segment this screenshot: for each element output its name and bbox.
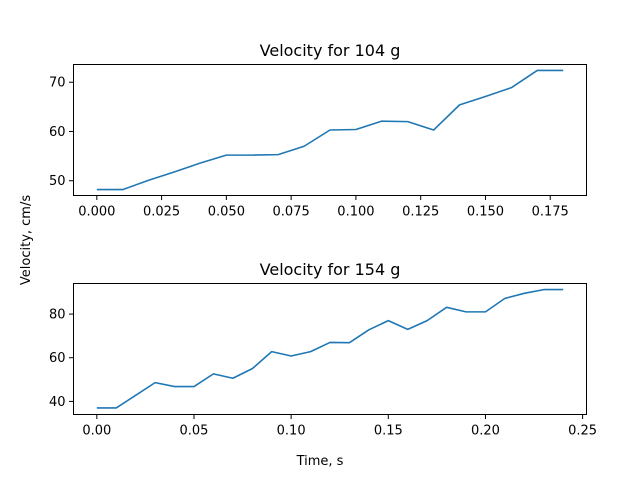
x-tick-label-104g: 0.075 — [273, 205, 310, 220]
subplot-104g: Velocity for 104 g 0.000 0.025 0.050 0.075 0… — [49, 41, 587, 220]
x-tick-label-154g: 0.15 — [374, 424, 403, 439]
subplot-154g: Velocity for 154 g 0.00 0.05 0.10 0.15 0.20 0… — [49, 260, 597, 439]
x-tick-label-154g: 0.10 — [277, 424, 306, 439]
x-tick-label-104g: 0.150 — [467, 205, 504, 220]
x-tick-label-104g: 0.100 — [337, 205, 374, 220]
y-tick-label-154g: 40 — [49, 395, 66, 410]
y-tick-label-104g: 50 — [49, 174, 66, 189]
x-tick-label-154g: 0.05 — [180, 424, 209, 439]
shared-x-axis-label: Time, s — [296, 454, 344, 469]
x-tick-label-104g: 0.000 — [78, 205, 115, 220]
x-tick-label-154g: 0.20 — [471, 424, 500, 439]
axes-frame-154g — [73, 283, 587, 415]
x-tick-label-104g: 0.125 — [402, 205, 439, 220]
x-tick-label-154g: 0.00 — [82, 424, 111, 439]
axes-frame-104g — [73, 64, 587, 196]
x-tick-label-104g: 0.050 — [208, 205, 245, 220]
x-tick-label-104g: 0.025 — [143, 205, 180, 220]
chart-title-104g: Velocity for 104 g — [260, 41, 401, 60]
y-tick-label-104g: 70 — [49, 76, 66, 91]
chart-title-154g: Velocity for 154 g — [260, 260, 401, 279]
shared-y-axis-label: Velocity, cm/s — [19, 195, 34, 285]
y-tick-label-154g: 60 — [49, 351, 66, 366]
x-tick-label-154g: 0.25 — [568, 424, 597, 439]
y-tick-label-104g: 60 — [49, 125, 66, 140]
x-tick-label-104g: 0.175 — [532, 205, 569, 220]
plot-area-104g: 0.000 0.025 0.050 0.075 0.100 0.125 0.150 0.175… — [49, 69, 569, 220]
plot-area-154g: 0.00 0.05 0.10 0.15 0.20 0.25 40 60 80 — [49, 288, 597, 439]
y-tick-label-154g: 80 — [49, 308, 66, 323]
